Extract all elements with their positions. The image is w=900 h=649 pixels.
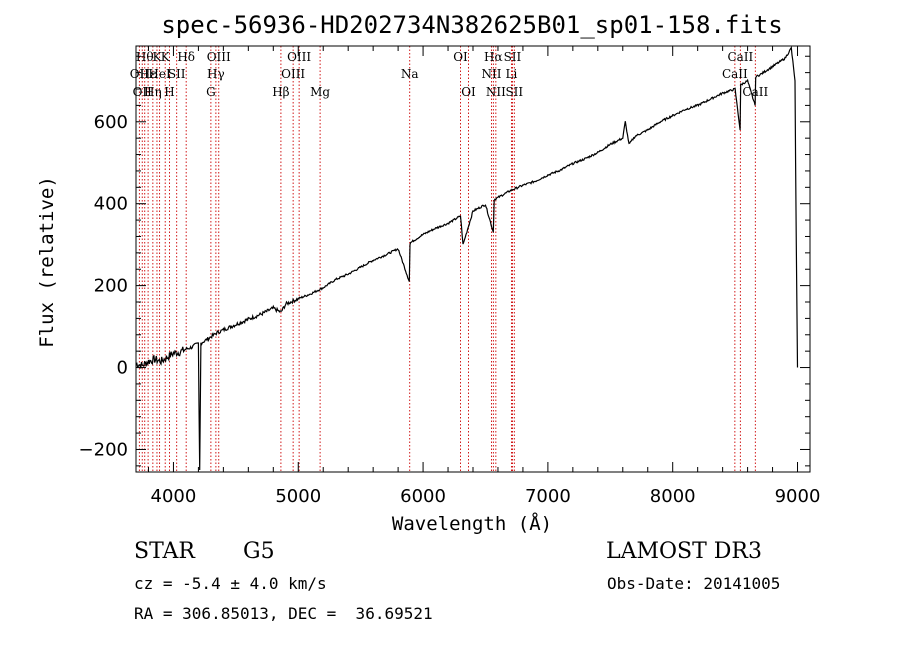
y-axis: −200 0 200 400 600 <box>79 55 810 467</box>
line-label: SII <box>504 50 522 64</box>
line-label: Hγ <box>207 67 225 81</box>
x-tick-label: 8000 <box>650 486 696 507</box>
spectrum-line <box>135 45 799 471</box>
line-label: HeI <box>148 67 171 81</box>
object-subclass: G5 <box>243 539 275 564</box>
x-tick-label: 9000 <box>775 486 821 507</box>
x-tick-label: 6000 <box>400 486 446 507</box>
x-tick-label: 4000 <box>151 486 197 507</box>
line-label: OII <box>133 85 153 99</box>
x-tick-label: 7000 <box>525 486 571 507</box>
line-label: OI <box>461 85 476 99</box>
line-label: Hδ <box>177 50 195 64</box>
y-tick-label: 600 <box>94 112 128 133</box>
chart-title: spec-56936-HD202734N382625B01_sp01-158.f… <box>161 11 782 39</box>
x-tick-label: 5000 <box>275 486 321 507</box>
line-label: SII <box>168 67 186 81</box>
spectral-line-labels: OII OII Hθ Hε Hη K HeI K H SII Hδ G Hγ OIII Hβ OIII OIII… <box>130 50 769 99</box>
line-label: Mg <box>310 85 330 99</box>
survey-name: LAMOST DR3 <box>606 539 762 564</box>
line-label: OIII <box>281 67 305 81</box>
line-label: CaII <box>722 67 748 81</box>
object-class: STAR <box>134 539 195 564</box>
y-tick-label: 200 <box>94 276 128 297</box>
line-label: OIII <box>207 50 231 64</box>
redshift-velocity: cz = -5.4 ± 4.0 km/s <box>134 574 327 593</box>
line-label: Hε <box>140 67 157 81</box>
spectral-line-markers <box>138 46 756 472</box>
line-label: G <box>206 85 216 99</box>
line-label: Na <box>401 67 419 81</box>
line-label: Hβ <box>272 85 289 99</box>
y-tick-label: −200 <box>79 439 128 460</box>
plot-frame <box>135 45 811 473</box>
y-axis-label: Flux (relative) <box>36 176 58 348</box>
line-label: CaII <box>727 50 753 64</box>
line-label: OII <box>130 67 150 81</box>
observation-date: Obs-Date: 20141005 <box>607 574 781 593</box>
line-label: NII <box>481 67 501 81</box>
line-label: NII <box>486 85 506 99</box>
line-label: Hα <box>484 50 503 64</box>
coordinates: RA = 306.85013, DEC = 36.69521 <box>134 604 433 623</box>
x-axis: 4000 5000 6000 7000 8000 9000 <box>147 46 821 507</box>
x-axis-label: Wavelength (Å) <box>392 512 552 535</box>
line-label: Hθ <box>136 50 154 64</box>
line-label: K <box>152 50 162 64</box>
line-label: K <box>161 50 171 64</box>
line-label: SII <box>505 85 523 99</box>
y-tick-label: 0 <box>117 358 128 379</box>
line-label: OIII <box>287 50 311 64</box>
line-label: Li <box>506 67 518 81</box>
line-label: H <box>164 85 174 99</box>
line-label: OI <box>453 50 468 64</box>
line-label: Hη <box>144 85 162 99</box>
y-tick-label: 400 <box>94 194 128 215</box>
